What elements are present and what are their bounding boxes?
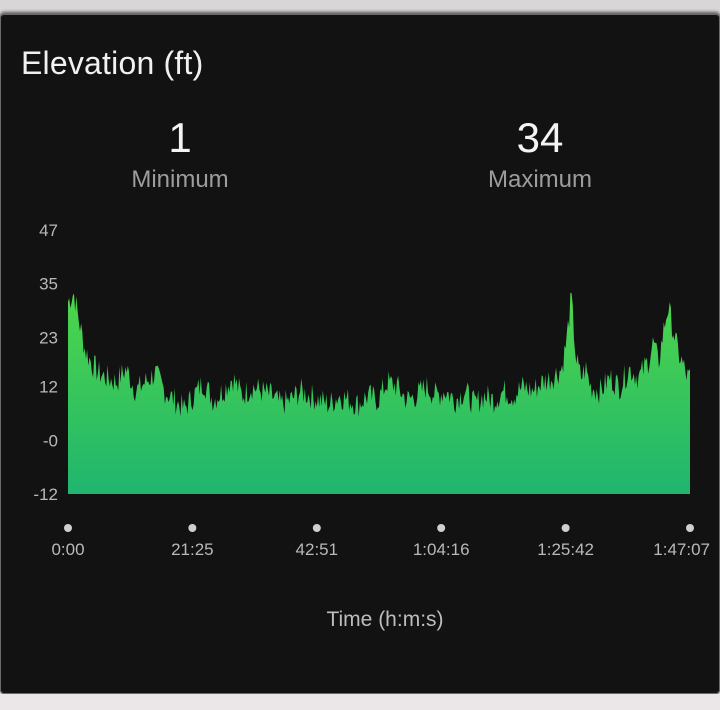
x-tick-dot [561,524,570,532]
x-axis-label: Time (h:m:s) [326,608,443,631]
plot-area [68,292,690,494]
x-tick-dot [437,524,446,532]
x-tick-dot [312,524,321,532]
x-tick-label: 1:04:16 [413,540,470,559]
y-tick-label: 12 [39,378,58,397]
x-tick-label: 1:25:42 [537,540,594,559]
x-tick-dot [686,524,694,532]
maximum-stat: 34 Maximum [440,114,640,194]
elevation-area [68,292,690,494]
y-tick-label: 35 [39,275,58,294]
minimum-stat: 1 Minimum [80,114,280,194]
x-tick-label: 21:25 [171,540,214,559]
maximum-value: 34 [516,114,564,161]
card-title: Elevation (ft) [21,45,204,81]
elevation-card [0,14,720,694]
x-tick-label: 42:51 [296,540,339,559]
minimum-value: 1 [168,114,192,161]
minimum-label: Minimum [131,166,229,193]
bottom-strip [0,694,720,710]
x-tick-dot [188,524,197,532]
y-tick-label: -0 [43,431,58,450]
y-tick-label: 47 [39,221,58,240]
x-tick-label: 0:00 [51,540,84,559]
x-axis: 0:00 21:25 42:51 1:04:16 1:25:42 1:47:07 [51,524,710,559]
x-tick-label: 1:47:07 [653,540,710,559]
y-tick-label: 23 [39,328,58,347]
x-tick-dot [64,524,72,532]
y-tick-label: -12 [33,485,58,504]
y-axis: 47 35 23 12 -0 -12 [33,221,58,504]
maximum-label: Maximum [487,166,592,193]
